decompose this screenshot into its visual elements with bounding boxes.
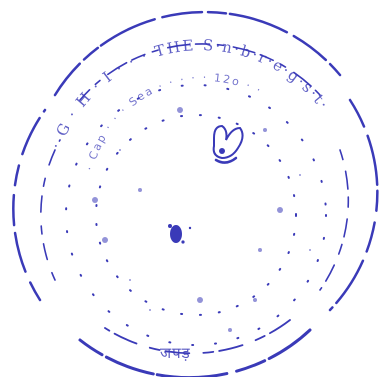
ink-speck xyxy=(258,248,262,252)
inner-dotted-circle-2 xyxy=(65,84,327,346)
ink-speck xyxy=(149,309,151,311)
ink-speck xyxy=(228,328,232,332)
ink-speck xyxy=(299,174,301,176)
ink-speck xyxy=(102,237,108,243)
second-ring xyxy=(40,43,350,355)
outer-ring-arc-top xyxy=(53,10,342,97)
crown-emblem-base xyxy=(214,156,238,164)
second-ring-arc-left xyxy=(40,139,61,281)
center-ink-blot xyxy=(168,224,192,244)
center-ink-blot-speck-1 xyxy=(168,224,172,228)
inner-dotted-circle xyxy=(95,114,297,316)
ink-specks xyxy=(92,107,311,332)
outer-ring-arc-right xyxy=(328,98,379,312)
inner-ring-text-path: · Cap · · · Sea · · · · · 12o · · xyxy=(83,71,263,172)
center-ink-blot-speck-3 xyxy=(188,226,192,230)
inner-ring-text: · Cap · · · Sea · · · · · 12o · · xyxy=(83,71,265,172)
crown-emblem-icon xyxy=(212,124,244,164)
outer-ring-arc-left xyxy=(12,108,47,302)
bottom-stamp-text: जपड़ xyxy=(160,344,191,362)
inner-dotted-ring xyxy=(65,84,327,346)
ink-speck xyxy=(129,279,131,281)
outer-ring-arc-bottom xyxy=(78,328,312,377)
ink-speck xyxy=(197,297,203,303)
ink-speck xyxy=(263,128,267,132)
center-ink-blot-main xyxy=(170,225,182,243)
outer-ring xyxy=(12,10,379,377)
center-ink-blot-speck-2 xyxy=(181,240,185,244)
crown-emblem-outline xyxy=(212,124,244,160)
ink-speck xyxy=(277,207,283,213)
ink-speck xyxy=(253,298,257,302)
crown-emblem-dot xyxy=(219,148,225,154)
ink-speck xyxy=(177,107,183,113)
ink-speck xyxy=(119,149,121,151)
ink-speck xyxy=(309,249,311,251)
second-ring-arc-right xyxy=(319,149,350,291)
second-ring-arc-bottom xyxy=(104,319,291,355)
ink-speck xyxy=(92,197,98,203)
ink-speck xyxy=(138,188,142,192)
second-ring-arc-top xyxy=(79,43,321,101)
